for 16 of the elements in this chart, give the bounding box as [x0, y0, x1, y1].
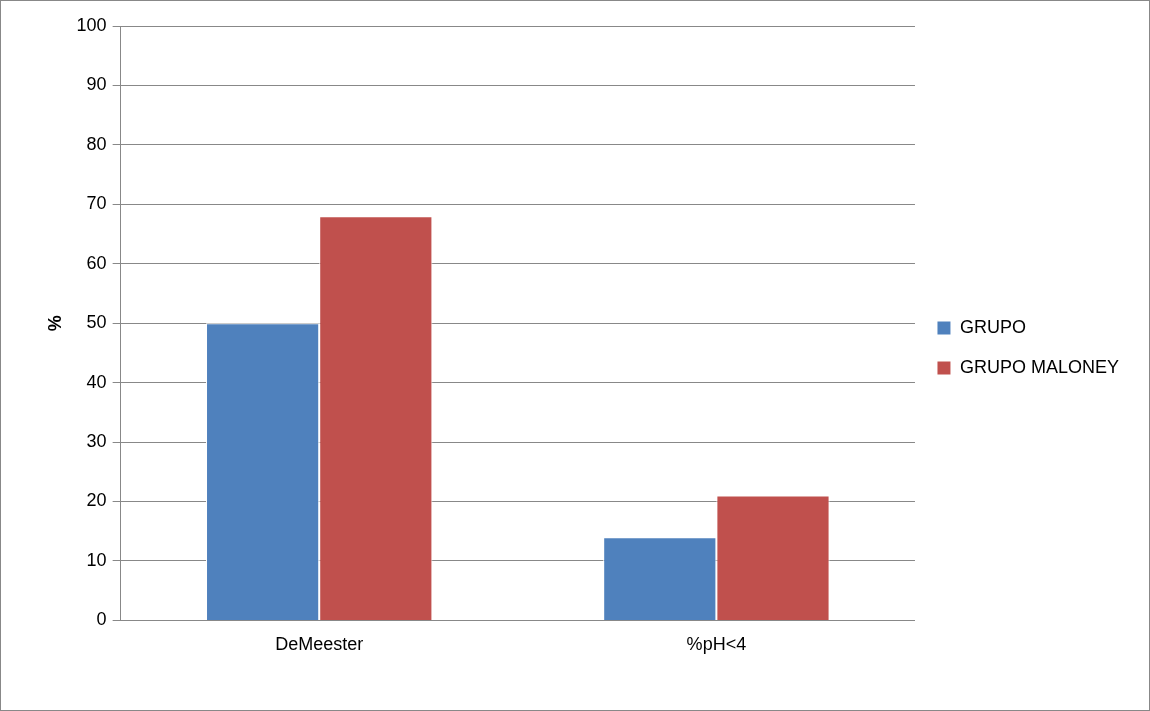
- y-tick-label: 60: [86, 252, 107, 273]
- y-tick-label: 0: [96, 609, 107, 630]
- y-tick-label: 20: [86, 490, 107, 511]
- y-tick-label: 70: [86, 193, 107, 214]
- y-tick-label: 100: [76, 14, 107, 35]
- y-axis-title: %: [44, 315, 65, 332]
- y-tick-label: 80: [86, 133, 107, 154]
- y-tick-label: 30: [86, 431, 107, 452]
- legend-label: GRUPO: [959, 316, 1026, 337]
- x-tick-label: %pH<4: [686, 634, 747, 655]
- y-tick-label: 90: [86, 74, 107, 95]
- legend-label: GRUPO MALONEY: [959, 356, 1119, 377]
- y-tick-label: 40: [86, 371, 107, 392]
- y-tick-label: 10: [86, 549, 107, 570]
- x-tick-label: DeMeester: [275, 634, 364, 655]
- y-tick-label: 50: [86, 312, 107, 333]
